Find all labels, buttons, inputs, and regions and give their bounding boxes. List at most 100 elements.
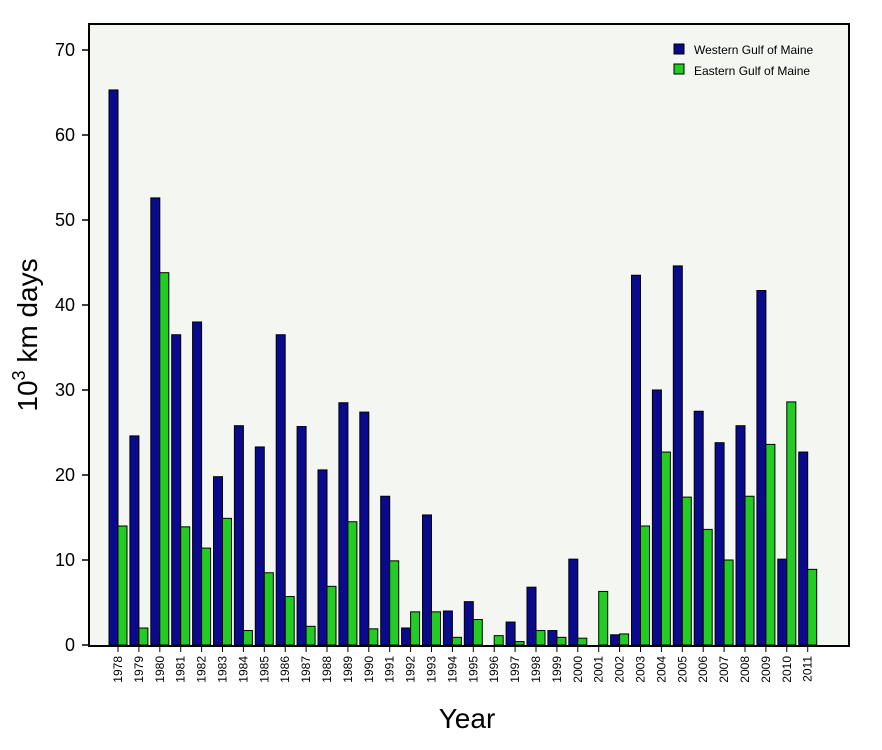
- bar-eastern-1980: [159, 272, 170, 646]
- bar-western-1990: [359, 411, 370, 646]
- x-tick-label: 2003: [634, 656, 648, 683]
- legend-swatch-western: [673, 43, 685, 55]
- x-tick-label: 1999: [550, 656, 564, 683]
- x-tick-label: 1983: [216, 656, 230, 683]
- bar-western-2009: [756, 290, 767, 646]
- bar-western-2010: [777, 558, 788, 646]
- bar-western-2003: [631, 274, 641, 646]
- bar-western-1984: [233, 425, 244, 646]
- bar-eastern-1985: [263, 572, 274, 646]
- x-tick-label: 1984: [236, 656, 250, 683]
- bar-eastern-1995: [472, 619, 483, 646]
- y-axis-ticks: 0 10 20 30 40 50 60 70: [55, 40, 89, 655]
- bar-western-2004: [651, 389, 662, 646]
- x-tick-label: 1985: [257, 656, 271, 683]
- bar-western-1993: [422, 514, 432, 646]
- bar-western-1989: [338, 402, 349, 646]
- x-tick-label: 2000: [571, 656, 585, 683]
- x-tick-label: 1993: [425, 656, 439, 683]
- x-tick-label: 1996: [487, 656, 501, 683]
- y-axis-title: 103 km days: [9, 258, 43, 411]
- bar-western-2005: [672, 265, 683, 646]
- x-tick-label: 1980: [153, 656, 167, 683]
- bar-eastern-1999: [556, 636, 567, 646]
- bar-western-1981: [171, 334, 182, 646]
- x-tick-label: 1997: [508, 656, 522, 683]
- bar-western-1980: [150, 197, 161, 646]
- bar-eastern-1978: [117, 525, 128, 646]
- bar-western-1991: [380, 495, 391, 646]
- bar-western-2011: [798, 451, 809, 646]
- x-tick-label: 1990: [362, 656, 376, 683]
- y-tick-label: 20: [55, 465, 75, 485]
- bar-western-2002: [610, 634, 621, 646]
- x-tick-label: 1995: [466, 656, 480, 683]
- bar-eastern-1996: [493, 635, 504, 646]
- bar-eastern-2011: [807, 568, 818, 646]
- bar-eastern-2005: [681, 496, 692, 646]
- x-axis-ticks: 1978 1979 1980 1981 1982 1983 1984 1985 1986 1987…: [111, 646, 815, 683]
- x-tick-label: 1994: [445, 656, 459, 683]
- x-tick-label: 1981: [174, 656, 188, 683]
- bar-eastern-1986: [284, 596, 295, 646]
- legend: Western Gulf of Maine Eastern Gulf of Ma…: [673, 43, 813, 78]
- bar-eastern-2010: [786, 401, 797, 646]
- bar-western-1988: [317, 469, 328, 646]
- bar-eastern-2004: [660, 451, 671, 646]
- y-tick-label: 60: [55, 125, 75, 145]
- bar-western-1986: [275, 334, 286, 646]
- bar-eastern-2008: [744, 495, 755, 646]
- plot-frame: [88, 23, 850, 647]
- y-tick-label: 30: [55, 380, 75, 400]
- bar-eastern-1992: [410, 611, 421, 646]
- y-tick-label: 70: [55, 40, 75, 60]
- x-tick-label: 1986: [278, 656, 292, 683]
- x-tick-label: 1978: [111, 656, 125, 683]
- x-tick-label: 2009: [759, 656, 773, 683]
- x-tick-label: 1989: [341, 656, 355, 683]
- x-tick-label: 2004: [654, 656, 668, 683]
- x-tick-label: 1992: [404, 656, 418, 683]
- bar-eastern-1981: [180, 526, 191, 646]
- bar-western-2008: [735, 425, 746, 646]
- bar-western-1978: [108, 89, 119, 646]
- bar-eastern-1990: [368, 628, 379, 646]
- y-tick-label: 10: [55, 550, 75, 570]
- x-tick-label: 2002: [613, 656, 627, 683]
- bar-eastern-1988: [326, 585, 337, 646]
- x-axis-title: Year: [439, 703, 496, 734]
- x-tick-label: 2001: [592, 656, 606, 683]
- y-tick-label: 50: [55, 210, 75, 230]
- legend-label-western: Western Gulf of Maine: [694, 43, 813, 57]
- bar-western-1983: [213, 476, 223, 646]
- y-axis-title-exponent: 3: [9, 370, 29, 380]
- bar-eastern-1989: [347, 521, 358, 646]
- bar-western-1999: [547, 630, 558, 646]
- bar-eastern-1993: [431, 611, 441, 646]
- x-tick-label: 2005: [675, 656, 689, 683]
- bar-western-1979: [129, 435, 140, 646]
- bar-eastern-1979: [138, 627, 149, 646]
- y-axis-title-unit: km days: [12, 258, 43, 370]
- y-tick-label: 40: [55, 295, 75, 315]
- bar-western-1998: [526, 586, 537, 646]
- x-tick-label: 2007: [717, 656, 731, 683]
- bar-western-1985: [254, 446, 265, 646]
- y-axis-title-base: 10: [12, 380, 43, 411]
- bar-western-2000: [568, 558, 579, 646]
- bar-eastern-2000: [577, 637, 588, 646]
- bar-eastern-2002: [619, 633, 630, 646]
- bar-western-1994: [442, 610, 453, 646]
- bar-eastern-1998: [535, 630, 546, 646]
- x-tick-label: 2010: [780, 656, 794, 683]
- x-tick-label: 1988: [320, 656, 334, 683]
- x-tick-label: 2011: [801, 656, 815, 682]
- bar-eastern-2007: [723, 559, 734, 646]
- bar-eastern-1994: [451, 636, 462, 646]
- bar-western-1992: [401, 627, 412, 646]
- bar-western-1995: [463, 601, 474, 646]
- bar-western-2007: [714, 442, 725, 646]
- bar-eastern-1991: [389, 560, 400, 646]
- bar-eastern-1984: [242, 630, 253, 646]
